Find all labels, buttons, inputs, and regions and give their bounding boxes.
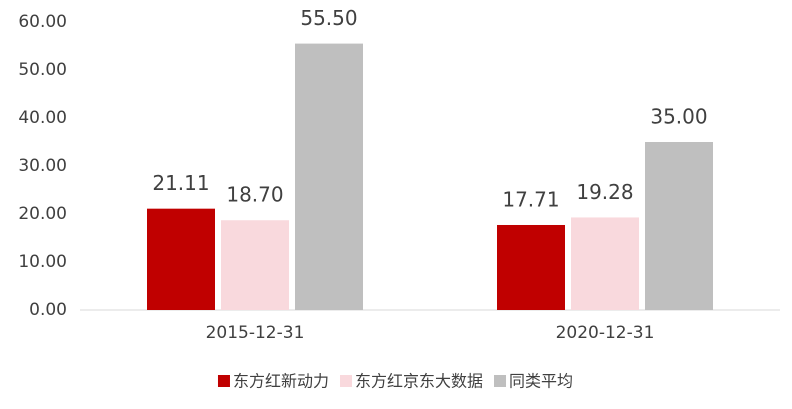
value-label: 21.11 — [152, 171, 209, 195]
y-tick-label: 40.00 — [18, 108, 67, 128]
legend-label: 东方红京东大数据 — [355, 372, 483, 391]
x-tick-label: 2015-12-31 — [206, 323, 305, 343]
value-label: 55.50 — [300, 6, 357, 30]
legend-swatch — [217, 375, 230, 387]
bar — [147, 208, 215, 310]
legend-swatch — [339, 375, 352, 387]
y-tick-label: 20.00 — [18, 204, 67, 224]
bar — [645, 142, 713, 310]
legend-swatch — [494, 375, 507, 387]
legend-label: 东方红新动力 — [233, 372, 329, 391]
y-tick-label: 0.00 — [29, 300, 67, 320]
bar — [497, 224, 565, 310]
value-label: 35.00 — [650, 105, 707, 129]
y-tick-label: 10.00 — [18, 252, 67, 272]
legend-label: 同类平均 — [509, 372, 573, 391]
bar — [295, 43, 363, 310]
value-label: 19.28 — [576, 180, 633, 204]
bar — [221, 220, 289, 310]
y-tick-label: 30.00 — [18, 156, 67, 176]
value-label: 17.71 — [502, 187, 559, 211]
y-tick-label: 60.00 — [18, 12, 67, 32]
x-tick-label: 2020-12-31 — [556, 323, 655, 343]
y-tick-label: 50.00 — [18, 60, 67, 80]
value-label: 18.70 — [226, 183, 283, 207]
bar — [571, 217, 639, 310]
